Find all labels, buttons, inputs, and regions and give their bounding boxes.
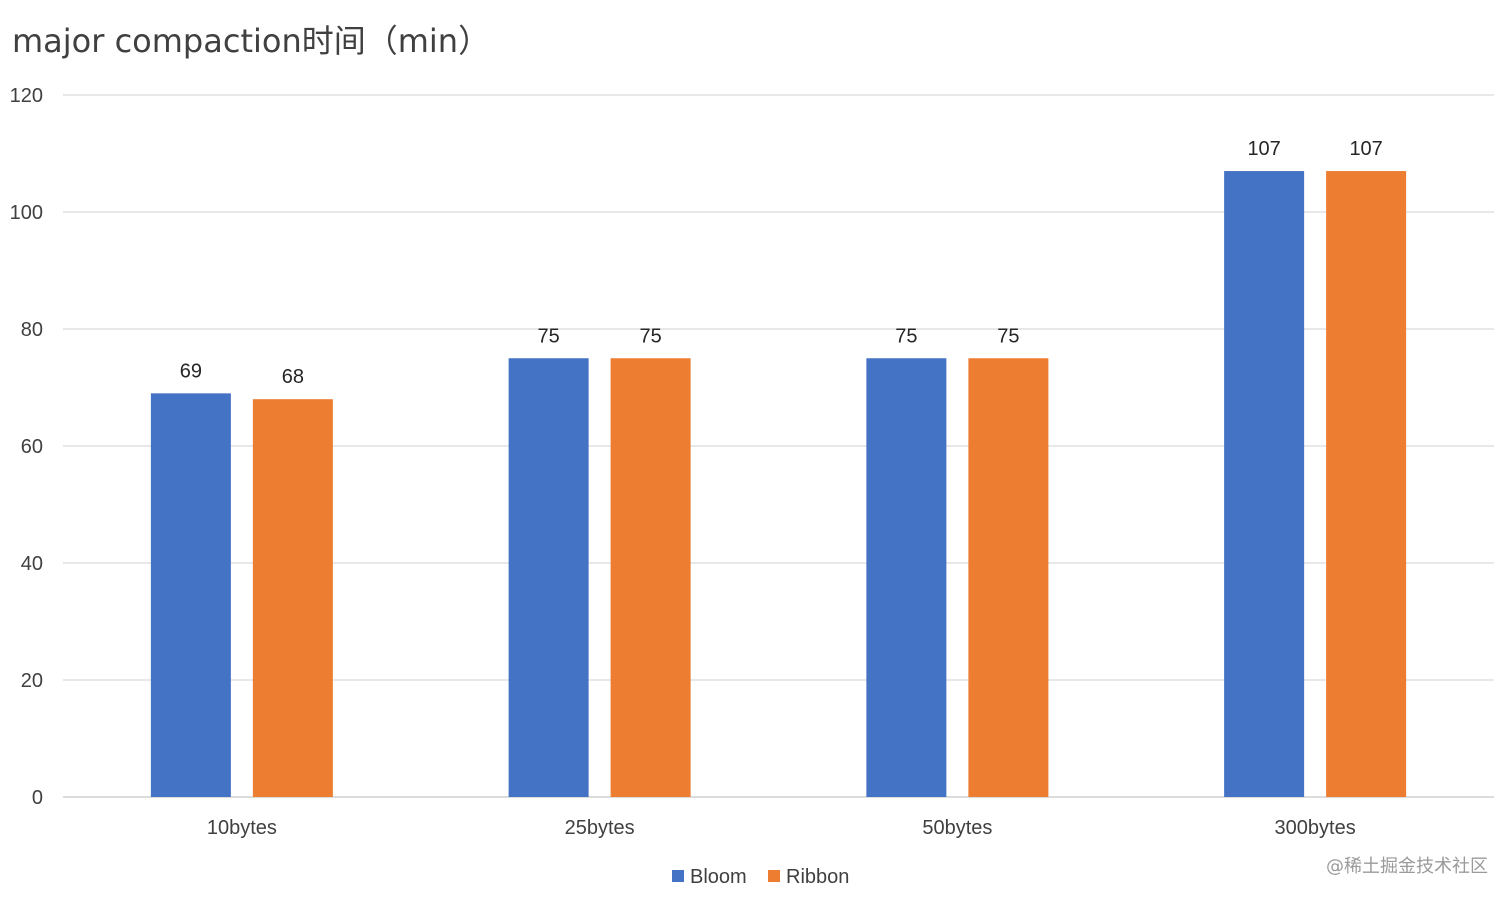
bar-ribbon [610, 358, 691, 797]
bar-ribbon [968, 358, 1049, 797]
data-label: 75 [538, 325, 560, 347]
y-tick-label: 20 [21, 670, 43, 692]
data-label: 75 [895, 325, 917, 347]
chart-title: major compaction时间（min） [12, 22, 491, 60]
legend-swatch-ribbon [768, 870, 780, 882]
data-label: 75 [640, 325, 662, 347]
legend-swatch-bloom [672, 870, 684, 882]
bar-bloom [1224, 171, 1305, 798]
data-label: 107 [1247, 138, 1280, 160]
x-tick-label: 50bytes [922, 817, 992, 839]
y-tick-label: 40 [21, 553, 43, 575]
bar-bloom [508, 358, 589, 797]
y-tick-label: 80 [21, 319, 43, 341]
bar-bloom [866, 358, 947, 797]
x-tick-label: 300bytes [1275, 817, 1356, 839]
bar-bloom [150, 393, 231, 797]
y-tick-label: 0 [32, 787, 43, 809]
y-tick-label: 120 [10, 85, 43, 107]
bar-ribbon [1326, 171, 1407, 798]
bar-ribbon [252, 399, 333, 797]
data-label: 68 [282, 366, 304, 388]
y-tick-label: 60 [21, 436, 43, 458]
legend-label-bloom: Bloom [690, 866, 747, 888]
x-tick-label: 25bytes [565, 817, 635, 839]
watermark: @稀土掘金技术社区 [1326, 856, 1488, 877]
legend-label-ribbon: Ribbon [786, 866, 849, 888]
x-tick-label: 10bytes [207, 817, 277, 839]
data-label: 69 [180, 360, 202, 382]
y-tick-label: 100 [10, 202, 43, 224]
data-label: 75 [997, 325, 1019, 347]
data-label: 107 [1349, 138, 1382, 160]
